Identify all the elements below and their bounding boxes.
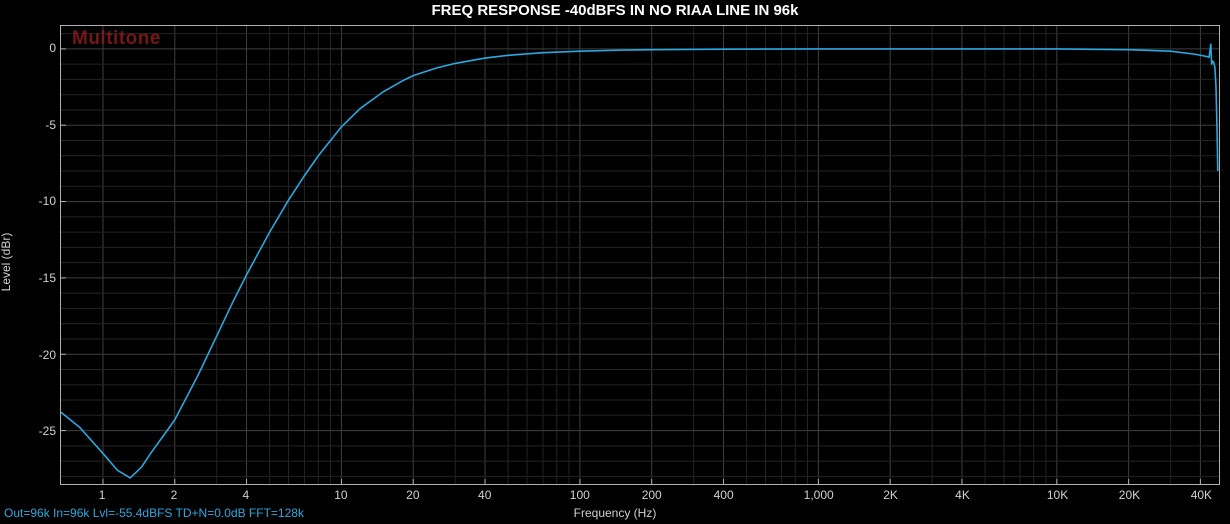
x-tick-label: 100: [570, 488, 590, 502]
x-tick-label: 10K: [1047, 488, 1068, 502]
y-tick-label: -25: [39, 424, 56, 438]
y-tick-label: 0: [49, 41, 56, 55]
y-tick-label: -10: [39, 194, 56, 208]
chart-container: FREQ RESPONSE -40dBFS IN NO RIAA LINE IN…: [0, 0, 1230, 524]
x-tick-label: 1: [99, 488, 106, 502]
x-tick-label: 200: [642, 488, 662, 502]
plot-area: [60, 25, 1220, 485]
x-axis-label: Frequency (Hz): [574, 506, 657, 520]
y-tick-label: -15: [39, 271, 56, 285]
x-tick-label: 40K: [1191, 488, 1212, 502]
chart-title: FREQ RESPONSE -40dBFS IN NO RIAA LINE IN…: [0, 2, 1230, 19]
x-tick-label: 20K: [1119, 488, 1140, 502]
status-line: Out=96k In=96k Lvl=-55.4dBFS TD+N=0.0dB …: [4, 506, 304, 520]
x-tick-label: 400: [714, 488, 734, 502]
x-tick-label: 4K: [955, 488, 970, 502]
y-tick-label: -5: [45, 118, 56, 132]
y-axis-label: Level (dBr): [0, 233, 13, 292]
x-tick-label: 2: [171, 488, 178, 502]
watermark-text: Multitone: [72, 28, 161, 50]
x-tick-label: 10: [334, 488, 347, 502]
x-tick-label: 20: [406, 488, 419, 502]
x-tick-label: 4: [243, 488, 250, 502]
x-tick-label: 40: [478, 488, 491, 502]
x-tick-label: 2K: [883, 488, 898, 502]
plot-svg: [61, 26, 1219, 484]
y-tick-label: -20: [39, 348, 56, 362]
x-tick-label: 1,000: [804, 488, 834, 502]
